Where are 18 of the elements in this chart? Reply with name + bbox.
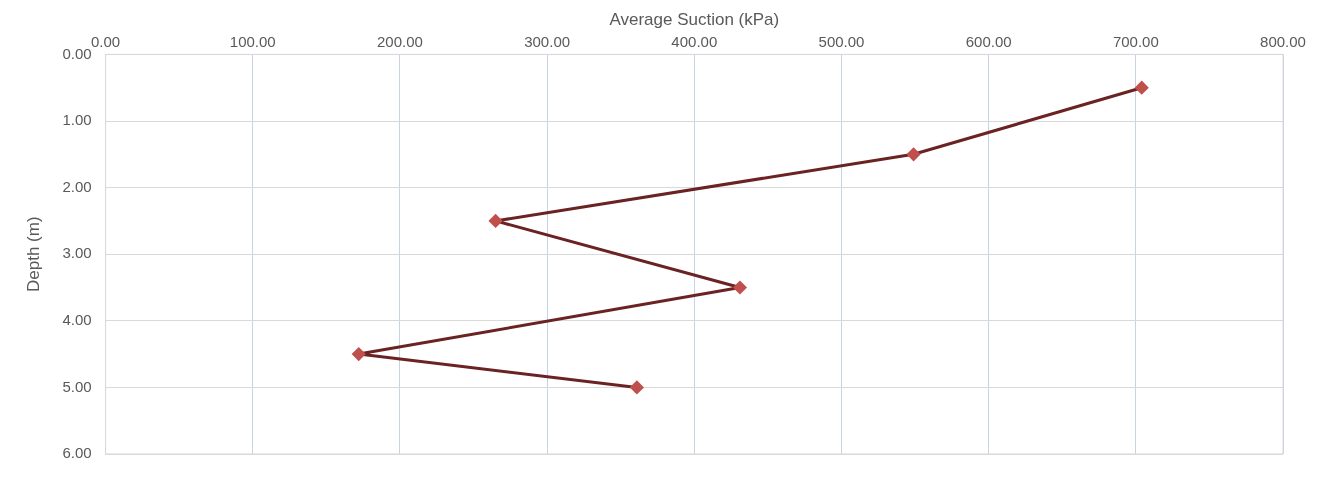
y-axis-title: Depth (m): [23, 216, 43, 292]
x-tick-label: 300.00: [524, 32, 571, 50]
y-tick-label: 6.00: [62, 444, 92, 462]
x-axis-title: Average Suction (kPa): [609, 9, 780, 29]
x-tick-label: 200.00: [377, 32, 423, 50]
y-tick-label: 5.00: [62, 377, 92, 395]
y-tick-label: 3.00: [62, 244, 92, 262]
x-tick-label: 800.00: [1260, 32, 1306, 50]
x-tick-label: 400.00: [671, 32, 718, 50]
y-tick-label: 0.00: [62, 44, 92, 62]
x-tick-label: 500.00: [818, 32, 865, 50]
y-tick-label: 2.00: [62, 177, 92, 195]
y-tick-label: 1.00: [62, 111, 92, 129]
x-tick-label: 100.00: [229, 32, 276, 50]
y-tick-label: 4.00: [62, 310, 92, 328]
x-tick-label: 0.00: [90, 32, 121, 50]
x-tick-label: 600.00: [965, 32, 1012, 50]
x-tick-label: 700.00: [1112, 32, 1159, 50]
